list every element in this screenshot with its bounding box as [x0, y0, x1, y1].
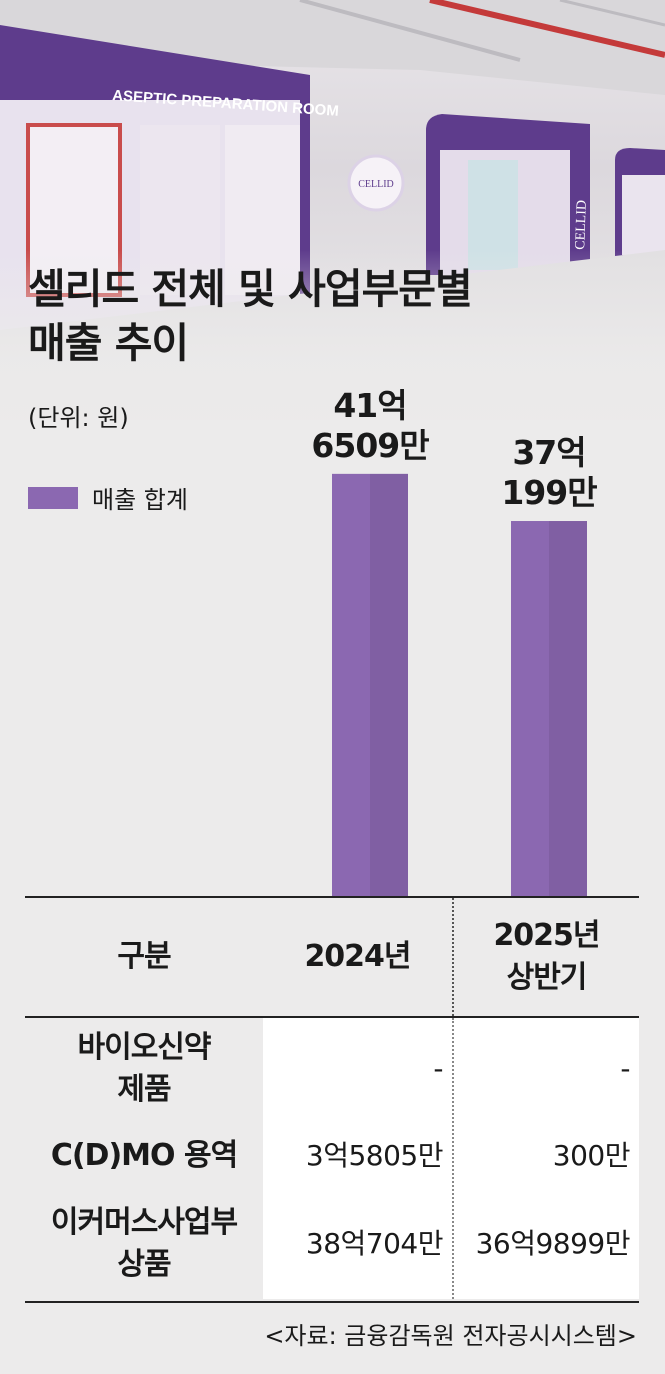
bar-fill: [332, 473, 408, 898]
bar-1: [511, 521, 587, 898]
data-label-2024-line2: 6509만: [311, 425, 429, 465]
row-label-line1: 바이오신약: [77, 1030, 212, 1065]
header-2024: 2024년: [263, 898, 452, 1016]
unit-note: (단위: 원): [28, 404, 129, 432]
table-cell-2025h1: 36억9899만: [454, 1194, 631, 1294]
header-divider: [452, 898, 454, 1016]
row-label-line2: 제품: [117, 1072, 171, 1107]
arch-opening: [622, 175, 665, 255]
table-header: 구분 2024년 2025년 상반기: [25, 898, 639, 1018]
body-divider: [452, 1018, 454, 1299]
table-cell-2025h1: 300만: [454, 1118, 631, 1194]
legend-swatch: [28, 486, 78, 509]
row-label-line1: C(D)MO 용역: [50, 1138, 238, 1173]
data-label-2025h1: 37억 199만: [449, 433, 649, 513]
chart-title: 셀리드 전체 및 사업부문별 매출 추이: [28, 262, 473, 370]
ceiling-beam: [559, 0, 665, 27]
ceiling-pipe: [429, 0, 665, 58]
row-label-line1: 이커머스사업부: [50, 1205, 238, 1240]
header-2025h1: 2025년 상반기: [454, 898, 639, 1016]
cell-value: 38억704만: [305, 1227, 444, 1260]
cell-value: 3억5805만: [305, 1139, 444, 1172]
table-row-label: 바이오신약 제품: [25, 1020, 263, 1118]
legend-label: 매출 합계: [92, 486, 188, 514]
data-label-2024-line1: 41억: [333, 385, 407, 425]
cell-value: 300만: [552, 1139, 631, 1172]
segment-table: 구분 2024년 2025년 상반기 바이오신약 제품 - - C(D)MO 용…: [25, 896, 639, 1303]
bar-fill: [511, 521, 587, 898]
source-note: <자료: 금융감독원 전자공시시스템>: [264, 1322, 637, 1350]
photo-fade: [0, 250, 665, 420]
ceiling: [0, 0, 665, 95]
bar-shade: [370, 473, 408, 898]
data-label-2025h1-line1: 37억: [512, 433, 586, 472]
row-label-line2: 상품: [117, 1247, 171, 1282]
data-label-2025h1-line2: 199만: [501, 473, 597, 512]
bar-shade: [549, 521, 587, 898]
table-row-label: 이커머스사업부 상품: [25, 1194, 263, 1294]
header-2024-text: 2024년: [304, 939, 411, 974]
background-photo: ASEPTIC PREPARATION ROOM CELLID CELLID: [0, 0, 665, 420]
table-cell-2024: 38억704만: [263, 1194, 444, 1294]
cell-value: -: [433, 1052, 443, 1085]
legend: 매출 합계: [28, 480, 188, 515]
table-cell-2024: -: [263, 1020, 443, 1118]
header-category-text: 구분: [117, 939, 171, 974]
header-2025h1-line1: 2025년: [493, 918, 600, 953]
data-label-2024: 41억 6509만: [270, 386, 470, 466]
round-logo-sign: [347, 154, 405, 212]
table-cell-2024: 3억5805만: [263, 1118, 444, 1194]
sign-text-logo: CELLID: [358, 179, 394, 190]
table-value-background: [263, 1018, 639, 1299]
ceiling-beam: [299, 0, 521, 62]
cell-value: 36억9899만: [475, 1227, 631, 1260]
bar-0: [332, 473, 408, 898]
sign-text-side: CELLID: [573, 200, 590, 250]
chart-title-line2: 매출 추이: [28, 319, 189, 367]
table-row-label: C(D)MO 용역: [25, 1118, 263, 1194]
cell-value: -: [620, 1052, 630, 1085]
chart-title-line1: 셀리드 전체 및 사업부문별: [28, 265, 473, 313]
table-cell-2025h1: -: [454, 1020, 630, 1118]
header-2025h1-line2: 상반기: [506, 960, 588, 995]
header-category: 구분: [25, 898, 263, 1016]
bar-chart: [332, 473, 587, 898]
